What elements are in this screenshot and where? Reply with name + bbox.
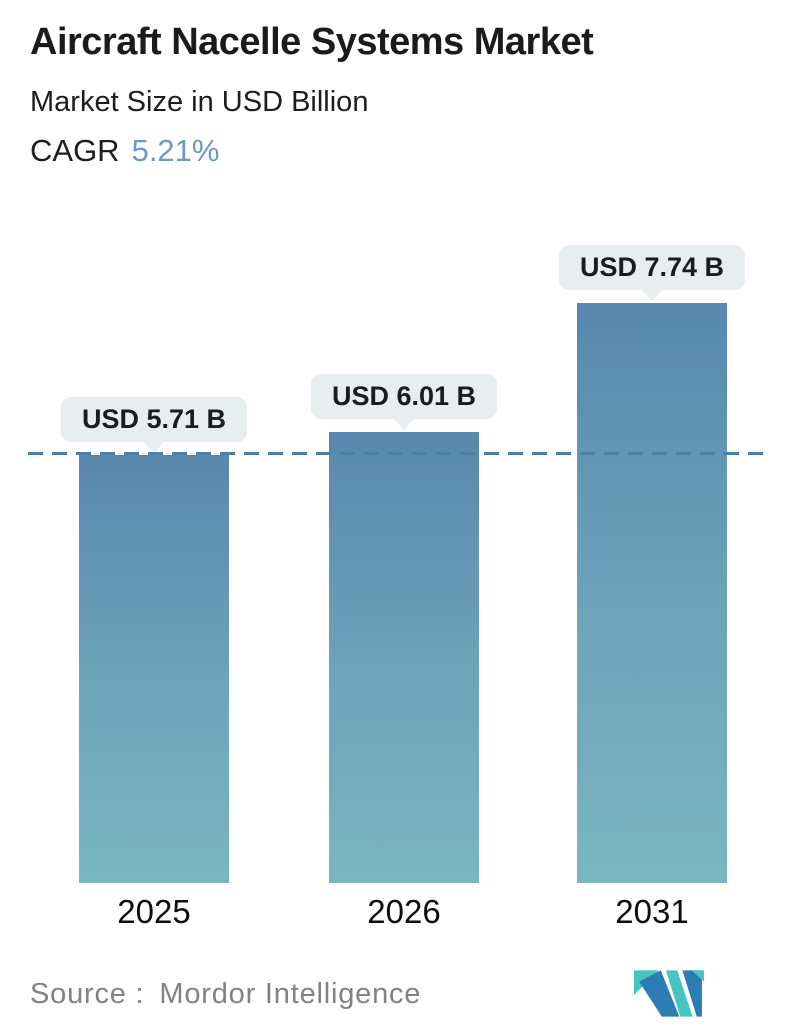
bar-group-2031: USD 7.74 B 2031 [558, 244, 746, 930]
baseline-dashed-line [28, 452, 770, 455]
source-label: Source : [30, 978, 145, 1010]
source-line: Source : Mordor Intelligence [30, 977, 421, 1012]
value-label-2031: USD 7.74 B [558, 244, 746, 290]
bar-group-2025: USD 5.71 B 2025 [60, 396, 248, 930]
bar-group-2026: USD 6.01 B 2026 [310, 373, 498, 930]
bar-2026 [329, 432, 479, 883]
page-title: Aircraft Nacelle Systems Market [30, 21, 594, 63]
axis-label-2026: 2026 [367, 893, 441, 930]
chart-subtitle: Market Size in USD Billion [30, 86, 369, 118]
value-label-2025: USD 5.71 B [60, 396, 248, 442]
cagr-value: 5.21% [131, 133, 220, 168]
source-value: Mordor Intelligence [159, 978, 422, 1010]
mordor-intelligence-logo-icon [634, 970, 704, 1017]
cagr-row: CAGR 5.21% [30, 132, 219, 171]
axis-label-2031: 2031 [615, 893, 689, 930]
bar-2031 [577, 303, 727, 883]
bar-2025 [79, 455, 229, 883]
axis-label-2025: 2025 [117, 893, 191, 930]
cagr-label: CAGR [30, 133, 120, 168]
value-label-2026: USD 6.01 B [310, 373, 498, 419]
